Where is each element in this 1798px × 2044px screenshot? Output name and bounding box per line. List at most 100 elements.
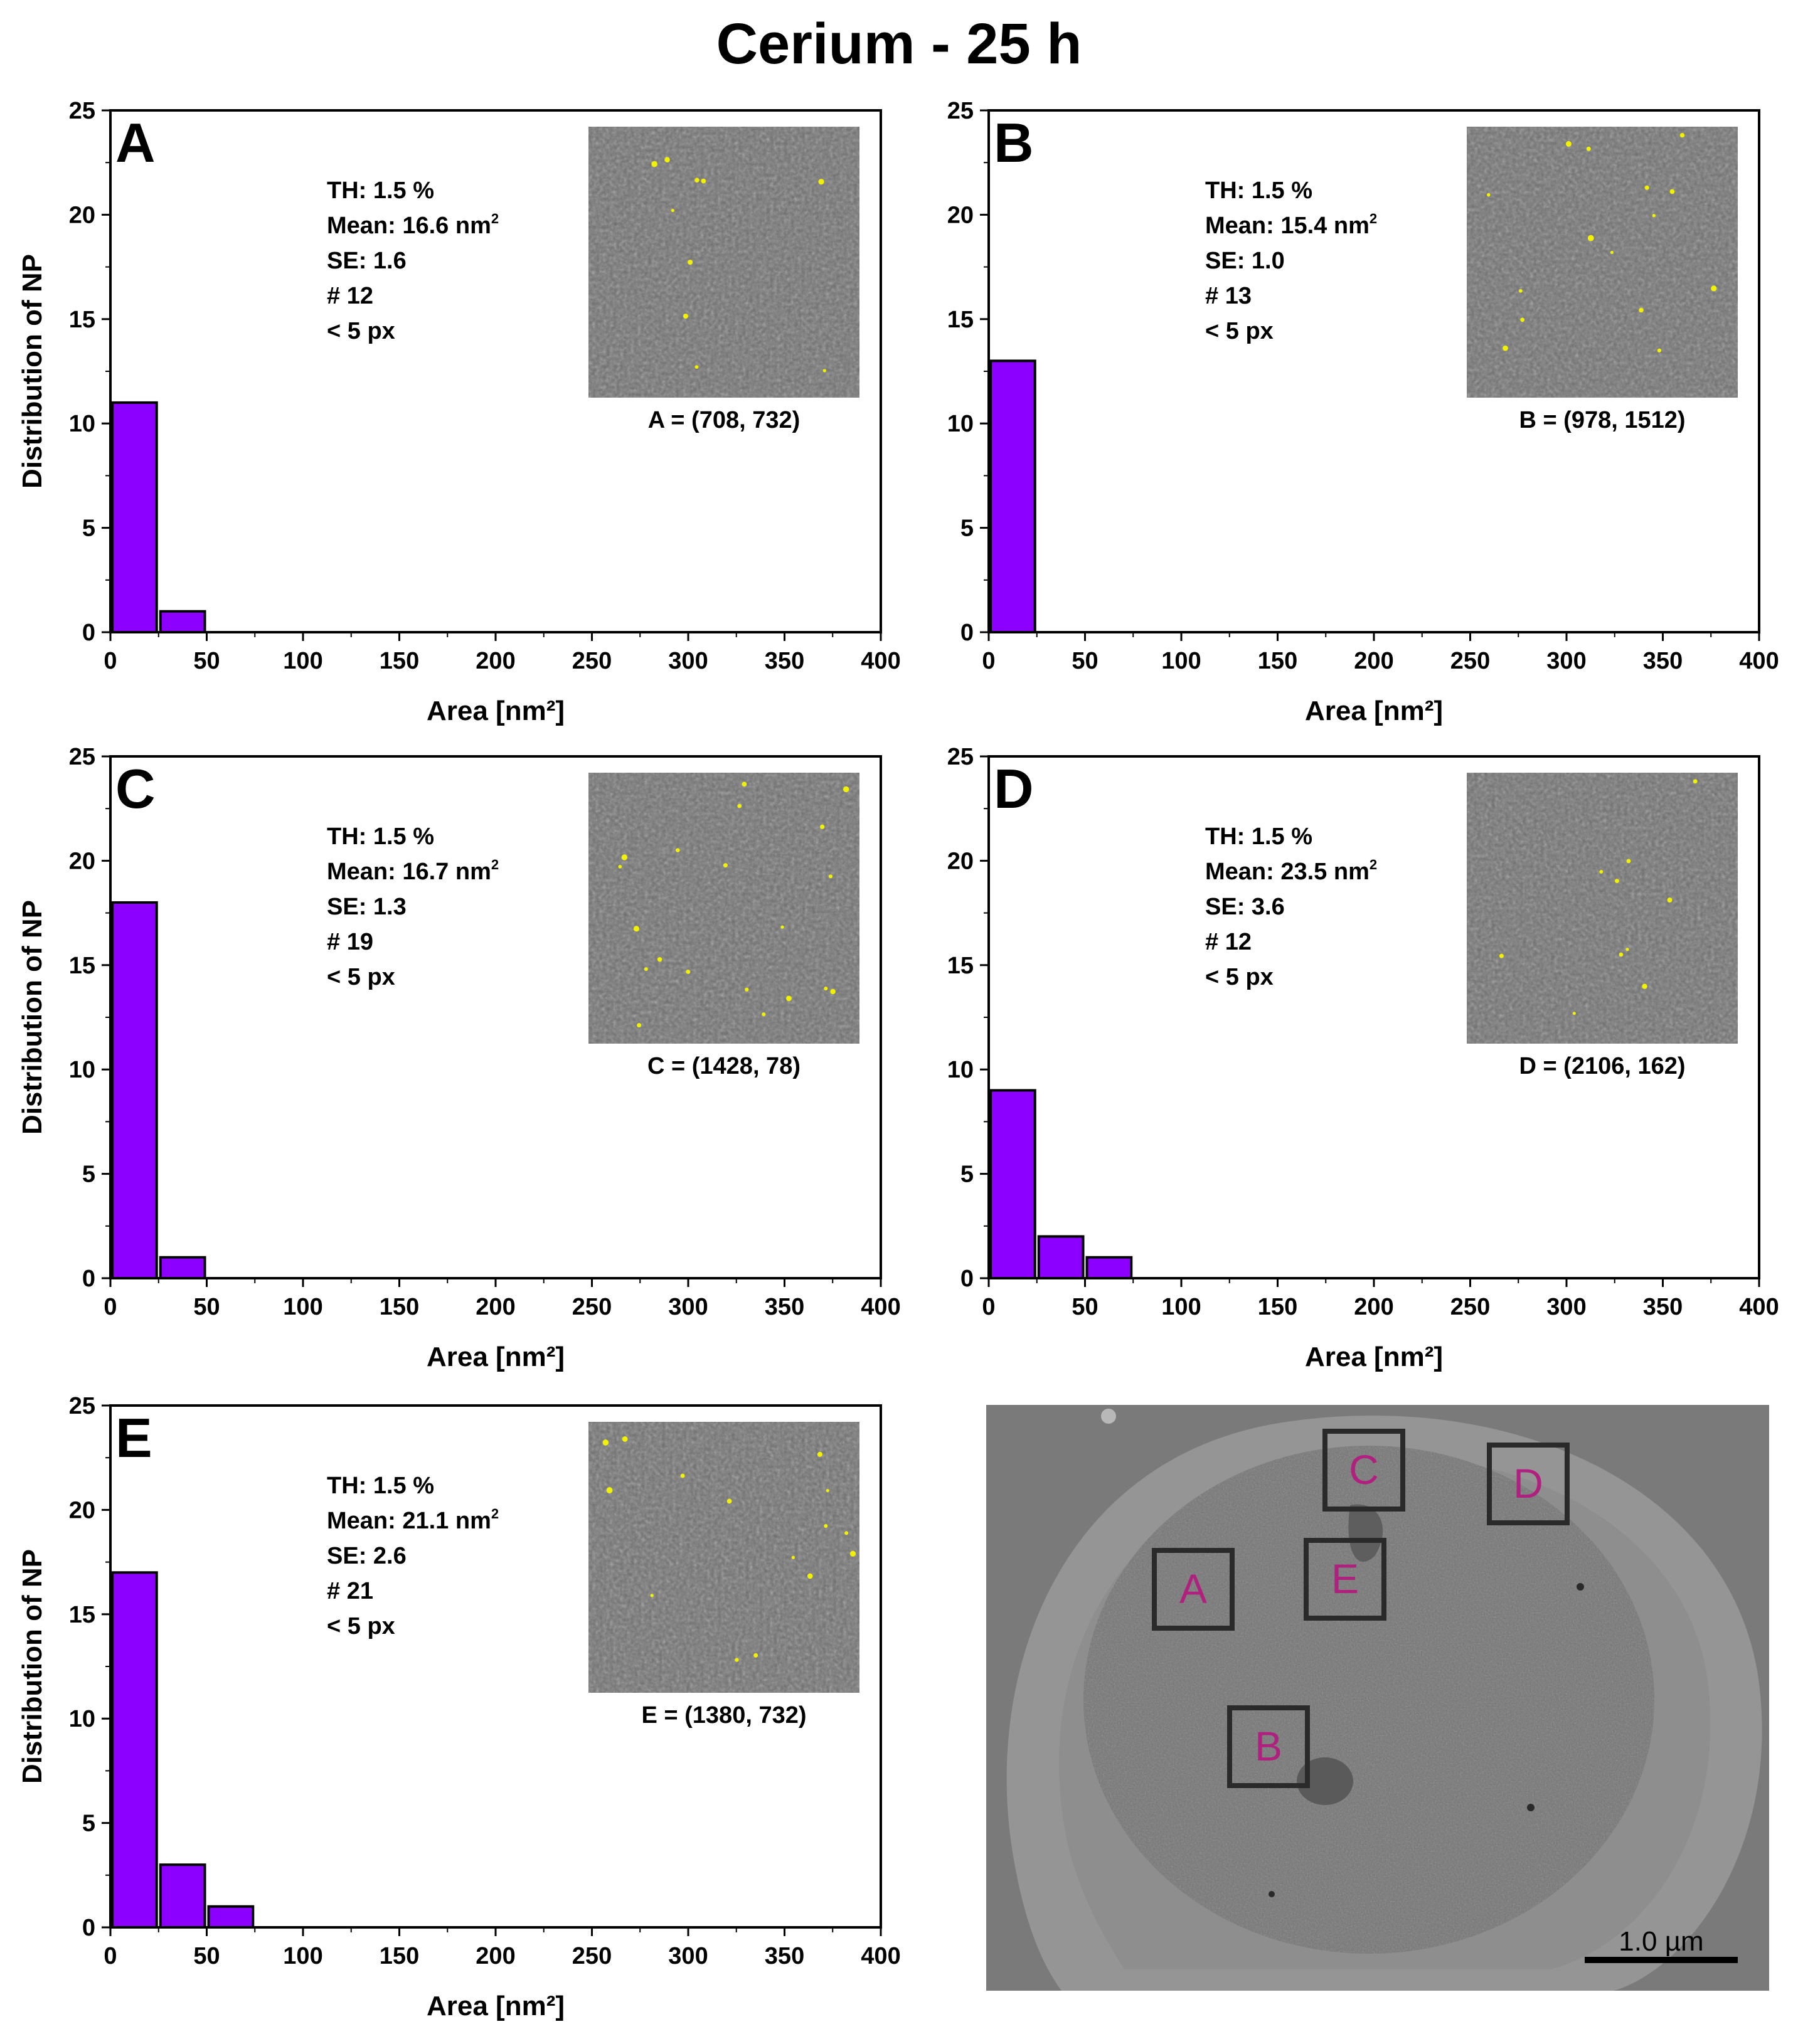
stat-threshold: TH: 1.5 % bbox=[1205, 823, 1312, 850]
stat-se: SE: 1.0 bbox=[1205, 248, 1285, 274]
x-tick-label: 300 bbox=[668, 1294, 708, 1320]
stat-threshold: TH: 1.5 % bbox=[327, 823, 434, 850]
x-axis-label: Area [nm²] bbox=[1305, 1342, 1443, 1372]
particle-marker bbox=[1587, 235, 1594, 241]
particle-marker bbox=[824, 1524, 828, 1528]
stat-pixel-limit: < 5 px bbox=[1205, 318, 1274, 344]
x-tick-label: 300 bbox=[668, 648, 708, 674]
particle-marker bbox=[820, 824, 825, 829]
particle-marker bbox=[671, 209, 674, 213]
particle-marker bbox=[1669, 189, 1675, 194]
inset-micrograph-texture bbox=[588, 773, 859, 1044]
stat-se: SE: 1.6 bbox=[327, 248, 407, 274]
y-tick-label: 0 bbox=[960, 620, 974, 646]
x-tick-label: 150 bbox=[380, 648, 419, 674]
particle-marker bbox=[1657, 348, 1662, 352]
y-tick-label: 20 bbox=[69, 202, 95, 228]
x-tick-label: 300 bbox=[1546, 648, 1586, 674]
x-tick-label: 200 bbox=[476, 1943, 515, 1969]
x-tick-label: 300 bbox=[1546, 1294, 1586, 1320]
y-tick-label: 5 bbox=[82, 516, 95, 542]
particle-marker bbox=[735, 1658, 739, 1662]
stat-mean: Mean: 16.7 nm2 bbox=[327, 857, 499, 885]
y-tick-label: 10 bbox=[947, 1057, 974, 1083]
particle-marker bbox=[1486, 193, 1491, 197]
particle-marker bbox=[762, 1012, 766, 1017]
histogram-bar bbox=[159, 1863, 206, 1929]
stat-threshold: TH: 1.5 % bbox=[327, 177, 434, 204]
x-tick-label: 400 bbox=[861, 648, 900, 674]
x-tick-label: 200 bbox=[476, 1294, 515, 1320]
panel-letter: E bbox=[115, 1407, 152, 1469]
region-box-c bbox=[1322, 1429, 1405, 1512]
particle-marker bbox=[1639, 307, 1644, 313]
x-tick-label: 0 bbox=[104, 1943, 117, 1969]
stat-count: # 21 bbox=[327, 1578, 373, 1604]
x-tick-label: 350 bbox=[765, 1294, 804, 1320]
y-tick-label: 10 bbox=[69, 1706, 95, 1732]
x-axis-label: Area [nm²] bbox=[427, 1991, 565, 2021]
stat-mean-superscript: 2 bbox=[1370, 857, 1377, 872]
panel-letter: B bbox=[994, 112, 1034, 174]
particle-marker bbox=[824, 987, 828, 991]
y-tick-label: 5 bbox=[960, 516, 974, 542]
x-tick-label: 50 bbox=[193, 648, 220, 674]
particle-marker bbox=[644, 967, 648, 972]
panel-letter: A bbox=[115, 112, 156, 174]
stat-pixel-limit: < 5 px bbox=[327, 964, 395, 990]
particle-marker bbox=[817, 1451, 822, 1457]
histogram-panel-c: 0 50 100 150 200 250 300 350 400 0 5 10 15 20 25 Area [… bbox=[17, 744, 901, 1372]
region-label: E bbox=[1331, 1555, 1359, 1602]
particle-marker bbox=[818, 179, 824, 185]
x-tick-label: 250 bbox=[572, 648, 612, 674]
particle-marker bbox=[737, 803, 742, 808]
y-tick-label: 20 bbox=[947, 848, 974, 874]
particle-marker bbox=[621, 854, 628, 860]
stat-se: SE: 3.6 bbox=[1205, 894, 1285, 920]
histogram-bar bbox=[207, 1905, 255, 1929]
inset-micrograph-texture bbox=[1467, 127, 1738, 398]
x-tick-label: 350 bbox=[765, 1943, 804, 1969]
particle-marker bbox=[843, 786, 849, 793]
particle-marker bbox=[1711, 285, 1717, 292]
particle-marker bbox=[830, 988, 836, 995]
particle-marker bbox=[791, 1555, 795, 1559]
organelle-2 bbox=[1297, 1757, 1353, 1805]
x-tick-label: 0 bbox=[982, 1294, 995, 1320]
x-tick-label: 400 bbox=[1739, 648, 1779, 674]
x-axis-label: Area [nm²] bbox=[427, 1342, 565, 1372]
particle-marker bbox=[780, 925, 784, 929]
histogram-bar bbox=[159, 1256, 206, 1279]
x-tick-label: 100 bbox=[283, 1943, 322, 1969]
particle-marker bbox=[694, 365, 699, 369]
inset-caption: E = (1380, 732) bbox=[641, 1702, 806, 1729]
particle-marker bbox=[726, 1498, 732, 1504]
particle-marker bbox=[1586, 146, 1591, 151]
stat-mean-superscript: 2 bbox=[491, 211, 499, 226]
x-tick-label: 400 bbox=[1739, 1294, 1779, 1320]
particle-marker bbox=[1520, 317, 1525, 322]
panel-letter: D bbox=[994, 758, 1034, 820]
stat-count: # 12 bbox=[327, 283, 373, 309]
histogram-panel-d: 0 50 100 150 200 250 300 350 400 0 5 10 15 20 25 Area [… bbox=[947, 744, 1779, 1372]
region-label: B bbox=[1255, 1723, 1282, 1769]
x-tick-label: 250 bbox=[572, 1294, 612, 1320]
x-tick-label: 50 bbox=[193, 1294, 220, 1320]
x-tick-label: 400 bbox=[861, 1294, 900, 1320]
particle-marker bbox=[1642, 983, 1647, 989]
particle-marker bbox=[1518, 289, 1523, 293]
y-tick-label: 15 bbox=[69, 1602, 95, 1628]
particle-marker bbox=[786, 995, 792, 1002]
scale-bar-label: 1.0 µm bbox=[1619, 1926, 1703, 1957]
region-box-d bbox=[1487, 1443, 1570, 1525]
stat-mean-superscript: 2 bbox=[491, 857, 499, 872]
stat-mean-superscript: 2 bbox=[1370, 211, 1377, 226]
x-tick-label: 100 bbox=[283, 648, 322, 674]
stat-count: # 12 bbox=[1205, 929, 1252, 955]
y-tick-label: 0 bbox=[82, 1266, 95, 1292]
particle-marker bbox=[1565, 140, 1572, 147]
organelle-1 bbox=[1348, 1504, 1383, 1562]
x-tick-label: 50 bbox=[1072, 1294, 1098, 1320]
particle-marker bbox=[618, 865, 622, 869]
y-tick-label: 25 bbox=[69, 1393, 95, 1419]
